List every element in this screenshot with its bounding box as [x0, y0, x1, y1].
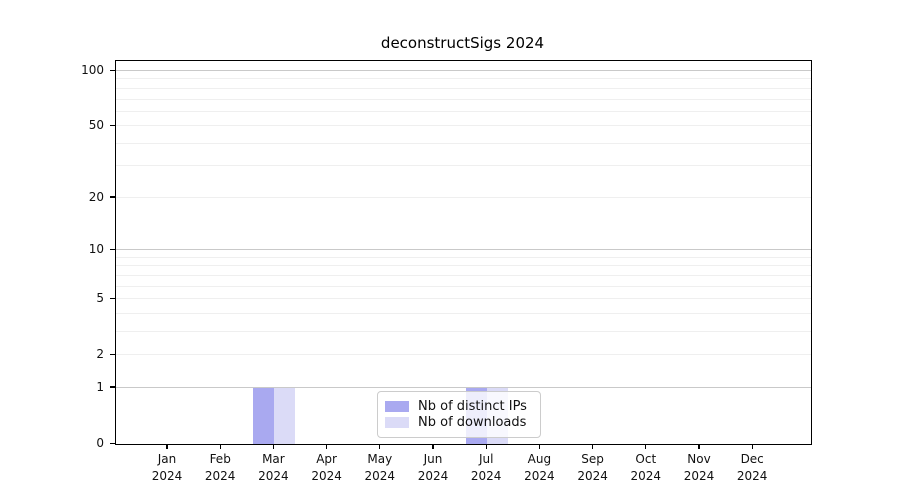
gridline-minor	[116, 165, 811, 167]
gridline-major	[116, 249, 811, 251]
x-tick-label: Sep 2024	[577, 452, 608, 483]
gridline-minor	[116, 274, 811, 276]
y-tick-label: 5	[96, 291, 104, 306]
downloads-swatch	[385, 417, 409, 428]
gridline-tick	[116, 298, 811, 300]
legend-entry-downloads: Nb of downloads	[385, 415, 531, 430]
bar-downloads	[274, 387, 296, 444]
plot-area	[115, 60, 812, 445]
gridline-minor	[116, 265, 811, 267]
gridline-minor	[116, 110, 811, 112]
x-tick-label: May 2024	[364, 452, 396, 483]
y-tick-label: 100	[81, 63, 104, 77]
x-tick-label: Dec 2024	[736, 452, 768, 483]
x-tick-label: Aug 2024	[524, 452, 555, 483]
x-tick-mark	[485, 444, 487, 449]
gridline-minor	[116, 312, 811, 314]
x-tick-mark	[538, 444, 540, 449]
gridline-major	[116, 386, 811, 388]
distinct-ips-swatch	[385, 401, 409, 412]
y-tick-mark	[110, 297, 115, 299]
gridline-minor	[116, 87, 811, 89]
x-tick-label: Feb 2024	[204, 452, 236, 483]
x-tick-label: Jul 2024	[470, 452, 502, 483]
y-tick-mark	[110, 196, 115, 198]
x-tick-mark	[432, 444, 434, 449]
y-tick-label: 50	[88, 118, 104, 133]
chart-title: deconstructSigs 2024	[380, 34, 545, 52]
x-tick-label: Oct 2024	[630, 452, 662, 483]
x-tick-label: Jan 2024	[151, 452, 183, 483]
y-tick-label: 10	[88, 242, 104, 257]
legend-label-distinct-ips: Nb of distinct IPs	[418, 399, 527, 414]
gridline-minor	[116, 98, 811, 100]
gridline-tick	[116, 354, 811, 356]
gridline-minor	[116, 142, 811, 144]
gridline-minor	[116, 78, 811, 80]
y-tick-mark	[110, 353, 115, 355]
y-tick-mark	[110, 124, 115, 126]
y-tick-mark	[110, 69, 115, 71]
x-tick-mark	[326, 444, 328, 449]
gridline-major	[116, 70, 811, 71]
x-tick-label: Mar 2024	[258, 452, 289, 483]
x-tick-mark	[219, 444, 221, 449]
x-tick-mark	[166, 444, 168, 449]
bar-distinct-ips	[253, 387, 275, 444]
gridline-tick	[116, 125, 811, 127]
y-tick-label: 0	[96, 436, 104, 450]
x-tick-mark	[272, 444, 274, 449]
gridline-minor	[116, 285, 811, 287]
x-tick-label: Nov 2024	[683, 452, 715, 483]
legend: Nb of distinct IPs Nb of downloads	[377, 391, 541, 438]
legend-entry-distinct-ips: Nb of distinct IPs	[385, 399, 531, 414]
legend-label-downloads: Nb of downloads	[418, 415, 527, 430]
gridline-tick	[116, 196, 811, 198]
y-tick-label: 1	[96, 379, 104, 394]
y-tick-mark	[110, 442, 115, 444]
x-tick-mark	[698, 444, 700, 449]
y-tick-mark	[110, 248, 115, 250]
x-tick-mark	[379, 444, 381, 449]
y-tick-mark	[110, 386, 115, 388]
gridline-minor	[116, 256, 811, 258]
y-tick-label: 2	[96, 347, 104, 362]
x-tick-label: Apr 2024	[311, 452, 342, 483]
x-tick-mark	[592, 444, 594, 449]
y-tick-label: 20	[88, 189, 104, 204]
gridline-minor	[116, 330, 811, 332]
x-tick-label: Jun 2024	[417, 452, 449, 483]
x-tick-mark	[751, 444, 753, 449]
x-tick-mark	[645, 444, 647, 449]
